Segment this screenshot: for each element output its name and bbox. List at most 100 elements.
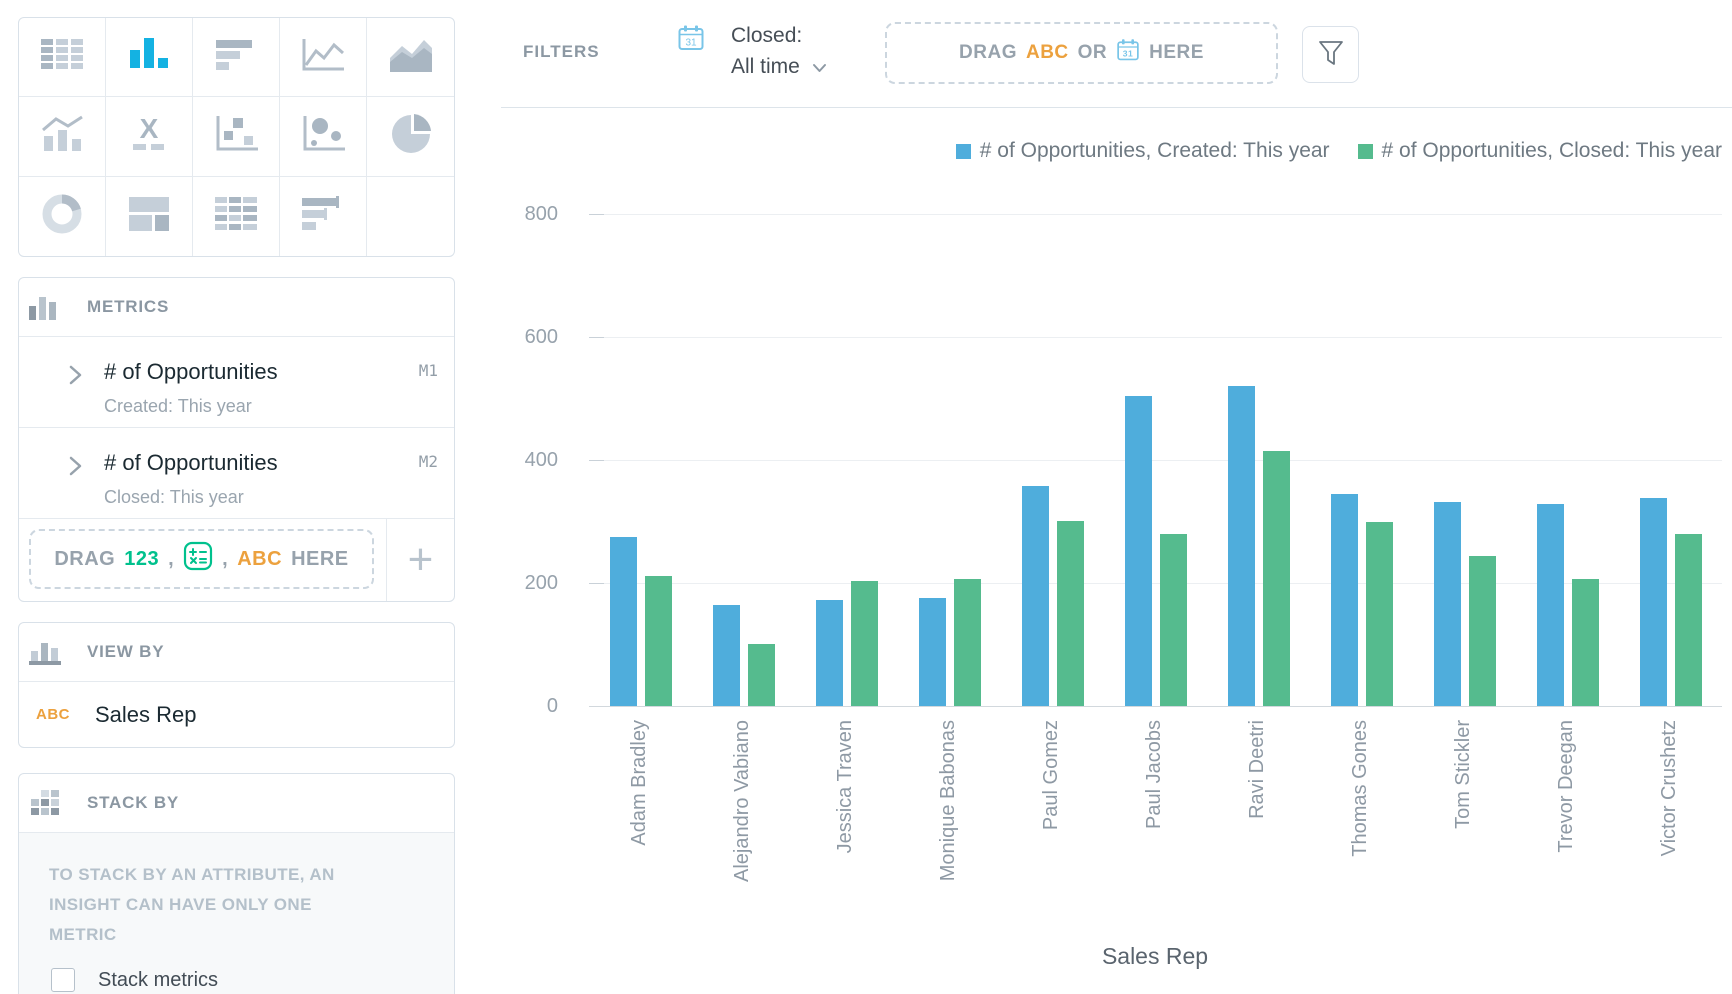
metrics-panel-title: METRICS [87,297,170,316]
bar-closed-9[interactable] [1571,579,1599,706]
x-axis-label: Ravi Deetri [1245,720,1268,819]
bar-created-8[interactable] [1433,502,1461,706]
bar-closed-7[interactable] [1365,522,1393,706]
view-by-panel: VIEW BY ABC Sales Rep [18,622,455,748]
view-by-icon [29,639,63,665]
x-axis-label: Trevor Deegan [1554,720,1577,853]
bar-created-0[interactable] [609,537,637,706]
chevron-right-icon[interactable] [69,456,82,481]
scatter-chart-icon [213,114,259,159]
bar-closed-6[interactable] [1262,451,1290,706]
chart-type-treemap[interactable] [106,176,193,256]
bar-created-1[interactable] [712,605,740,706]
line-chart-icon [300,35,346,80]
bar-created-10[interactable] [1639,498,1667,706]
chevron-right-icon[interactable] [69,365,82,390]
x-axis-label: Alejandro Vabiano [730,720,753,882]
chart-type-bar[interactable] [193,18,280,98]
bar-created-9[interactable] [1536,504,1564,706]
y-axis-label: 600 [524,326,558,348]
chart-type-combo[interactable] [19,97,106,177]
chart-type-bullet[interactable] [280,176,367,256]
metric-item[interactable]: # of Opportunities Created: This year M1 [19,337,454,428]
date-filter-closed-all-time[interactable]: 31 Closed: All time [677,24,827,79]
legend-item-series-0[interactable]: # of Opportunities, Created: This year [955,139,1330,163]
bar-closed-3[interactable] [953,579,981,706]
metric-name: # of Opportunities [104,450,278,475]
legend-swatch [1357,143,1373,159]
chart-legend: # of Opportunities, Created: This year # … [589,139,1722,163]
numeric-fact-token: 123 [124,547,160,570]
legend-item-series-1[interactable]: # of Opportunities, Closed: This year [1357,139,1722,163]
bar-created-4[interactable] [1021,486,1049,706]
bar-created-3[interactable] [918,598,946,706]
chart-type-bubble[interactable] [280,97,367,177]
bar-closed-5[interactable] [1159,534,1187,706]
bar-closed-1[interactable] [747,644,775,706]
chart-type-empty [367,177,454,256]
table-chart-icon [39,35,85,80]
chart-type-heatmap[interactable] [193,176,280,256]
metric-item[interactable]: # of Opportunities Closed: This year M2 [19,428,454,519]
bar-created-7[interactable] [1330,494,1358,706]
headline-chart-icon: X [126,113,172,159]
stack-by-panel-header: STACK BY [19,774,454,833]
stack-by-panel: STACK BY TO STACK BY AN ATTRIBUTE, AN IN… [18,773,455,994]
chart-type-scatter[interactable] [193,97,280,177]
bar-closed-10[interactable] [1674,534,1702,706]
area-chart-icon [388,36,434,79]
bar-closed-4[interactable] [1056,521,1084,706]
add-metric-button[interactable]: + [386,519,454,601]
metric-filter: Closed: This year [104,487,244,507]
y-axis-tick [589,460,604,461]
attribute-token: ABC [1025,42,1069,63]
plus-icon: + [407,535,434,584]
bar-created-2[interactable] [815,600,843,706]
chart-type-picker: X [18,17,455,257]
drop-zone-text: DRAG [959,42,1017,63]
chart-type-table[interactable] [19,18,106,98]
bar-closed-0[interactable] [644,576,672,706]
view-by-attribute-sales-rep[interactable]: ABC Sales Rep [19,682,454,747]
bar-closed-2[interactable] [850,581,878,706]
filter-button[interactable] [1302,26,1359,83]
drop-zone-text: DRAG [54,547,116,570]
view-by-panel-title: VIEW BY [87,642,165,661]
bar-closed-8[interactable] [1468,556,1496,706]
gridline [589,337,1722,338]
bar-chart-icon [214,36,258,79]
metrics-icon [29,294,63,320]
chart-type-headline[interactable]: X [106,97,193,177]
stack-metrics-checkbox[interactable] [51,968,75,992]
gridline [589,583,1722,584]
y-axis-label: 0 [546,695,558,717]
date-filter-value: All time [731,55,800,78]
x-axis-line [589,706,1722,707]
x-axis-label: Jessica Traven [833,720,856,854]
metric-tag: M2 [418,452,438,471]
chart-type-line[interactable] [280,18,367,98]
chart-type-area[interactable] [367,18,454,98]
metric-drop-zone[interactable]: DRAG 123 , , ABC HERE [29,529,374,589]
bubble-chart-icon [300,114,346,159]
bar-created-6[interactable] [1227,386,1255,706]
calculator-icon [183,541,213,577]
stack-metrics-label[interactable]: Stack metrics [98,968,219,991]
x-axis-label: Monique Babonas [936,720,959,882]
x-axis-label: Victor Crushetz [1657,720,1680,857]
y-axis-label: 400 [524,449,558,471]
calendar-icon: 31 [1116,38,1140,68]
view-by-attribute-name: Sales Rep [95,701,197,727]
funnel-icon [1317,38,1345,71]
x-axis-label: Paul Jacobs [1142,720,1165,829]
chart-type-column[interactable] [106,18,193,98]
y-axis-label: 800 [524,203,558,225]
gridline [589,460,1722,461]
bar-created-5[interactable] [1124,396,1152,706]
chart-type-donut[interactable] [19,176,106,256]
chart-type-pie[interactable] [367,97,454,177]
filter-drop-zone[interactable]: DRAG ABC OR 31 HERE [885,22,1278,84]
chevron-down-icon [812,55,827,79]
view-by-panel-header: VIEW BY [19,623,454,682]
